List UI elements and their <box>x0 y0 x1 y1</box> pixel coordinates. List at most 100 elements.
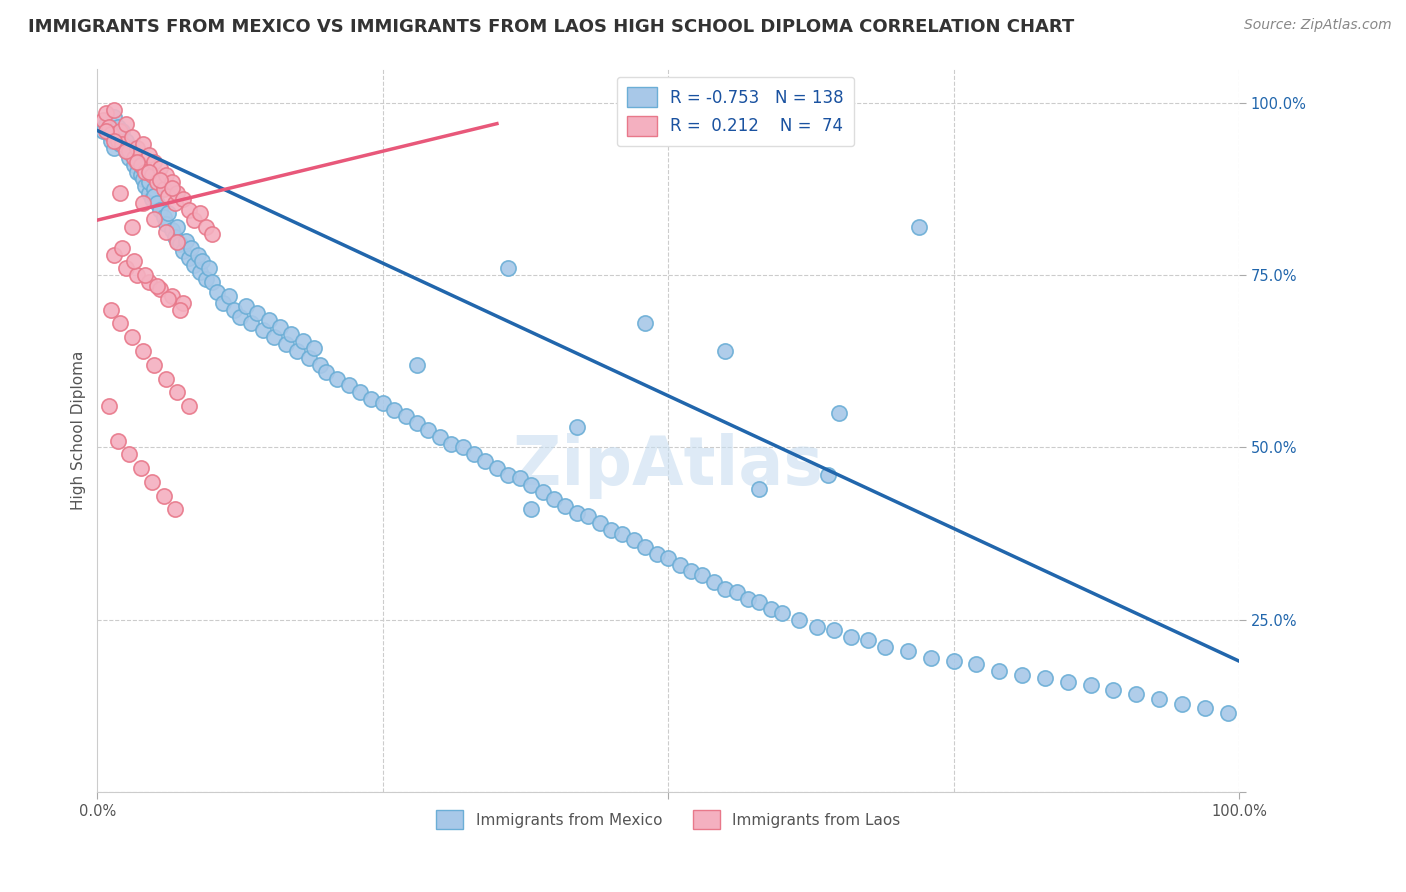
Point <box>166 219 188 234</box>
Point <box>96 106 118 120</box>
Point <box>988 665 1011 679</box>
Point <box>138 175 160 189</box>
Point <box>138 147 160 161</box>
Point <box>429 430 451 444</box>
Point <box>134 178 156 193</box>
Point <box>121 219 143 234</box>
Point <box>240 317 263 331</box>
Point <box>152 182 174 196</box>
Point <box>127 154 149 169</box>
Point <box>188 206 211 220</box>
Point <box>759 602 782 616</box>
Point <box>229 310 252 324</box>
Point <box>97 127 120 141</box>
Point <box>280 326 302 341</box>
Point <box>668 558 690 572</box>
Point <box>212 295 235 310</box>
Point <box>908 219 931 234</box>
Point <box>600 523 623 537</box>
Point <box>152 489 174 503</box>
Point <box>554 499 576 513</box>
Point <box>91 123 114 137</box>
Point <box>108 137 131 152</box>
Point <box>108 186 131 200</box>
Point <box>235 299 257 313</box>
Point <box>100 302 122 317</box>
Point <box>205 285 228 300</box>
Point <box>770 606 793 620</box>
Point <box>129 461 152 475</box>
Point <box>725 585 748 599</box>
Point <box>806 619 828 633</box>
Point <box>263 330 285 344</box>
Point <box>823 623 845 637</box>
Point <box>103 110 125 124</box>
Point <box>297 351 319 365</box>
Point <box>96 123 118 137</box>
Point <box>194 271 217 285</box>
Point <box>187 247 209 261</box>
Point <box>1056 674 1078 689</box>
Point <box>138 186 160 200</box>
Point <box>127 154 149 169</box>
Point <box>145 278 167 293</box>
Point <box>169 237 191 252</box>
Point <box>111 241 134 255</box>
Point <box>257 313 280 327</box>
Point <box>897 644 920 658</box>
Point <box>103 134 125 148</box>
Point <box>160 175 183 189</box>
Point <box>623 533 645 548</box>
Point <box>143 154 166 169</box>
Point <box>121 141 143 155</box>
Point <box>326 371 349 385</box>
Point <box>920 650 942 665</box>
Point <box>291 334 314 348</box>
Point <box>96 117 118 131</box>
Point <box>177 202 200 217</box>
Point <box>108 317 131 331</box>
Point <box>337 378 360 392</box>
Point <box>451 441 474 455</box>
Point <box>177 399 200 413</box>
Point <box>498 468 520 483</box>
Point <box>748 482 770 496</box>
Point <box>127 165 149 179</box>
Point <box>157 206 180 220</box>
Point <box>115 145 138 159</box>
Point <box>103 247 125 261</box>
Point <box>965 657 987 672</box>
Point <box>485 461 508 475</box>
Point <box>141 169 163 183</box>
Point <box>115 261 138 276</box>
Point <box>111 123 134 137</box>
Point <box>576 509 599 524</box>
Point <box>103 103 125 117</box>
Point <box>160 289 183 303</box>
Point <box>103 141 125 155</box>
Point <box>224 302 246 317</box>
Point <box>141 193 163 207</box>
Point <box>176 234 198 248</box>
Point <box>149 173 172 187</box>
Point <box>418 423 440 437</box>
Point <box>252 323 274 337</box>
Point <box>166 385 188 400</box>
Point <box>191 254 214 268</box>
Point <box>612 526 634 541</box>
Point <box>132 195 155 210</box>
Point <box>246 306 269 320</box>
Point <box>1171 697 1194 711</box>
Point <box>108 123 131 137</box>
Point <box>839 630 862 644</box>
Point <box>634 317 657 331</box>
Point <box>382 402 405 417</box>
Point <box>198 261 221 276</box>
Point <box>177 251 200 265</box>
Point <box>143 358 166 372</box>
Point <box>360 392 382 407</box>
Point <box>127 268 149 283</box>
Point <box>111 137 134 152</box>
Point <box>304 341 326 355</box>
Point <box>149 161 172 176</box>
